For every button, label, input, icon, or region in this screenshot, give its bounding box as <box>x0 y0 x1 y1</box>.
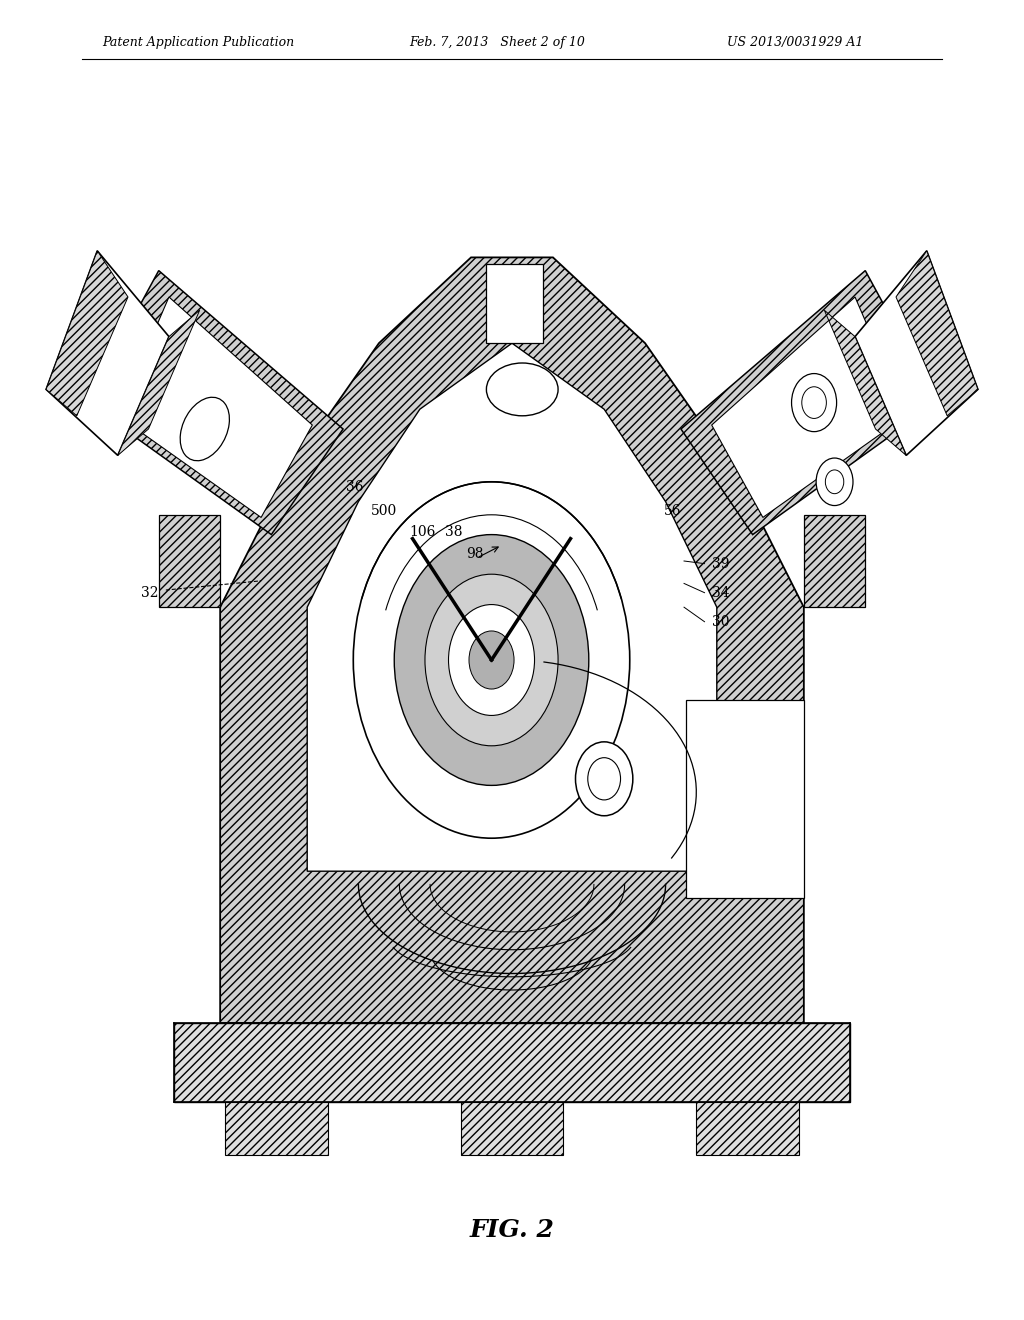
Circle shape <box>353 482 630 838</box>
Text: 106: 106 <box>410 525 436 539</box>
Bar <box>486 264 543 343</box>
Circle shape <box>816 458 853 506</box>
Polygon shape <box>686 700 804 898</box>
Polygon shape <box>855 251 978 455</box>
Polygon shape <box>824 310 906 455</box>
Polygon shape <box>159 515 220 607</box>
Polygon shape <box>804 515 865 607</box>
Circle shape <box>425 574 558 746</box>
Polygon shape <box>681 271 937 535</box>
Circle shape <box>792 374 837 432</box>
Text: 34: 34 <box>712 586 729 599</box>
Polygon shape <box>712 297 906 517</box>
Circle shape <box>588 758 621 800</box>
Circle shape <box>469 631 514 689</box>
Text: 30: 30 <box>712 615 729 628</box>
Text: FIG. 2: FIG. 2 <box>470 1218 554 1242</box>
Polygon shape <box>896 251 978 416</box>
Polygon shape <box>696 1102 799 1155</box>
Circle shape <box>825 470 844 494</box>
Polygon shape <box>46 251 169 455</box>
Text: 32: 32 <box>141 586 159 599</box>
Polygon shape <box>220 257 804 1023</box>
Text: 56: 56 <box>664 504 681 517</box>
Circle shape <box>449 605 535 715</box>
Text: Feb. 7, 2013   Sheet 2 of 10: Feb. 7, 2013 Sheet 2 of 10 <box>410 36 586 49</box>
Text: 500: 500 <box>371 504 397 517</box>
Text: Patent Application Publication: Patent Application Publication <box>102 36 295 49</box>
Text: 38: 38 <box>445 525 463 539</box>
Circle shape <box>802 387 826 418</box>
Polygon shape <box>461 1102 563 1155</box>
Text: 98: 98 <box>466 548 483 561</box>
Polygon shape <box>46 251 128 416</box>
Ellipse shape <box>180 397 229 461</box>
Text: 39: 39 <box>712 557 729 570</box>
Circle shape <box>575 742 633 816</box>
Ellipse shape <box>486 363 558 416</box>
Text: 36: 36 <box>346 480 364 494</box>
Polygon shape <box>118 297 312 517</box>
Text: US 2013/0031929 A1: US 2013/0031929 A1 <box>727 36 863 49</box>
Circle shape <box>394 535 589 785</box>
Polygon shape <box>87 271 343 535</box>
Polygon shape <box>307 343 717 871</box>
Polygon shape <box>118 310 200 455</box>
Polygon shape <box>225 1102 328 1155</box>
Polygon shape <box>174 1023 850 1102</box>
